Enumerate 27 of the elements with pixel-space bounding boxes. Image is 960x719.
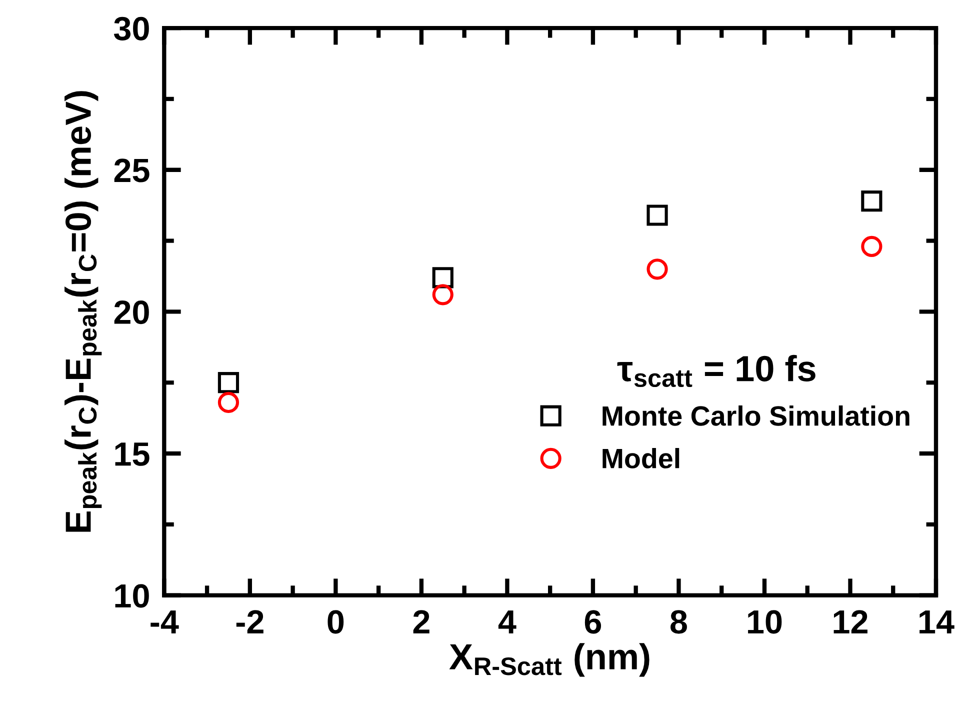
y-tick-label: 25	[114, 158, 150, 182]
y-tick-label: 30	[114, 16, 149, 40]
x-axis-title: X$_{R-Scatt}$ (nm)	[449, 643, 650, 677]
legend-label: Model	[602, 448, 680, 468]
point	[218, 392, 240, 414]
point	[861, 190, 882, 212]
y-tick-label: 15	[115, 442, 150, 466]
text: E$_{peak}$(r$_{C}$)-E$_{peak}$(r$_{C}$=0) (meV)	[64, 91, 102, 532]
y-tick-label: 20	[114, 300, 149, 324]
x-tick-label: 2	[413, 610, 430, 634]
x-tick-label: 12	[834, 610, 868, 634]
x-tick-label: 0	[328, 610, 344, 634]
x-tick-label: 6	[584, 610, 602, 634]
legend-label: Monte Carlo Simulation	[602, 405, 910, 426]
x-tick-label: -4	[150, 610, 179, 634]
point	[861, 236, 882, 258]
x-tick-label: 4	[498, 610, 516, 634]
x-tick-label: 14	[920, 610, 954, 634]
point	[218, 372, 240, 394]
point	[432, 284, 454, 306]
x-tick-label: 10	[748, 610, 782, 634]
point	[646, 204, 668, 226]
x-tick-label: -2	[236, 610, 264, 634]
legend-title: τ$_{scatt}$ = 10 fs	[617, 354, 816, 388]
point	[646, 258, 668, 280]
y-tick-label: 10	[115, 584, 149, 608]
x-tick-label: 8	[670, 610, 687, 634]
